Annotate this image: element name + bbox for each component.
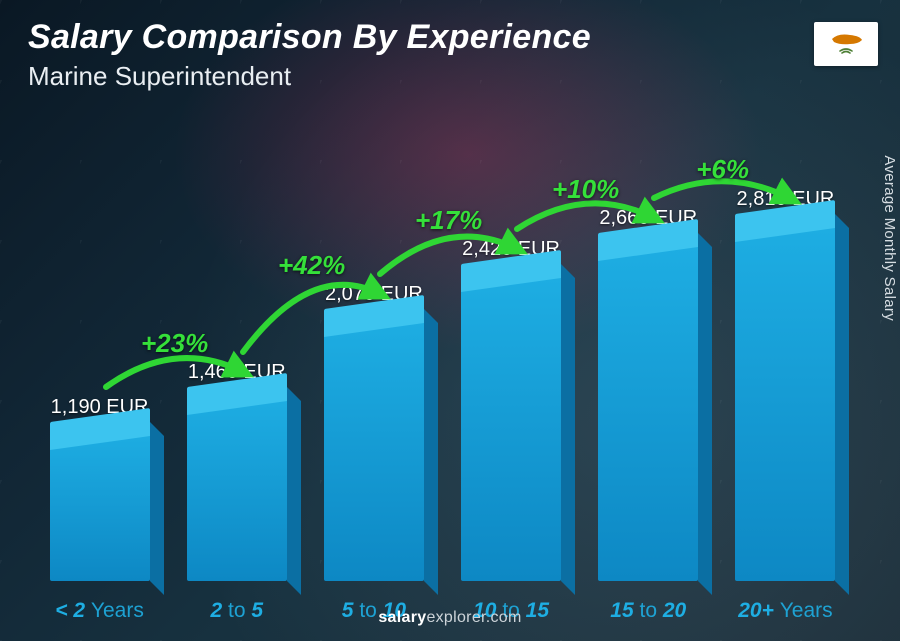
bar-column: 2,070 EUR5 to 10 (314, 283, 433, 581)
chart-stage: Salary Comparison By Experience Marine S… (0, 0, 900, 641)
footer-brand-bold: salary (378, 609, 426, 626)
bar-column: 2,660 EUR15 to 20 (589, 207, 708, 581)
chart-title: Salary Comparison By Experience (28, 18, 591, 57)
bar (187, 394, 287, 581)
chart-subtitle: Marine Superintendent (28, 61, 591, 92)
bar (598, 240, 698, 581)
bar (461, 271, 561, 581)
bar (324, 316, 424, 581)
y-axis-label: Average Monthly Salary (882, 155, 899, 321)
footer-brand-rest: explorer.com (426, 609, 521, 626)
bar-column: 1,460 EUR2 to 5 (177, 361, 296, 581)
bar (735, 221, 835, 581)
bar-column: 2,420 EUR10 to 15 (452, 238, 571, 581)
bar-chart: 1,190 EUR< 2 Years1,460 EUR2 to 52,070 E… (40, 111, 845, 581)
title-block: Salary Comparison By Experience Marine S… (28, 18, 591, 92)
bar (50, 429, 150, 581)
bar-column: 1,190 EUR< 2 Years (40, 396, 159, 581)
cyprus-flag-icon (814, 22, 878, 66)
bar-column: 2,810 EUR20+ Years (726, 188, 845, 581)
footer-brand: salaryexplorer.com (0, 609, 900, 627)
